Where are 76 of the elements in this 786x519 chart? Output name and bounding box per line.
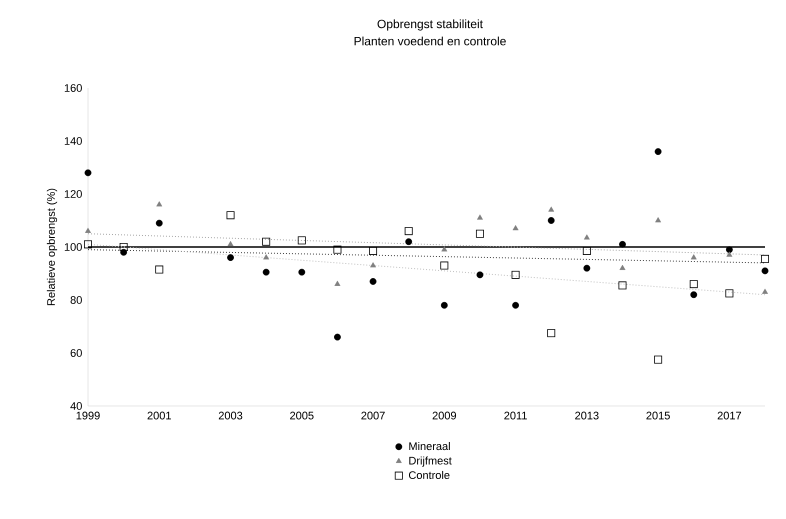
y-tick-label: 80 <box>70 296 82 304</box>
point <box>226 211 235 220</box>
point <box>583 264 590 272</box>
point <box>690 280 698 288</box>
point <box>548 206 554 212</box>
point <box>298 268 306 276</box>
point <box>120 243 128 251</box>
point <box>334 280 340 286</box>
point <box>654 148 662 155</box>
point <box>84 169 92 176</box>
chart-subtitle: Planten voedend en controle <box>354 36 506 46</box>
point <box>547 329 556 338</box>
point <box>655 217 662 222</box>
x-tick-label: 2007 <box>361 412 385 420</box>
point <box>620 264 626 270</box>
point <box>262 238 270 246</box>
point <box>584 234 590 240</box>
y-tick-label: 40 <box>70 402 82 410</box>
y-tick-label: 120 <box>64 190 82 198</box>
point <box>512 270 520 279</box>
chart-title: Opbrengst stabiliteit <box>378 19 483 31</box>
legend-label: Controle <box>408 470 450 480</box>
point <box>85 228 91 233</box>
y-tick-label: 60 <box>70 349 82 357</box>
point <box>369 246 378 255</box>
point <box>476 271 484 278</box>
point <box>228 240 234 246</box>
y-tick-label: 140 <box>64 137 82 145</box>
point <box>761 254 770 263</box>
point <box>548 217 555 224</box>
x-tick-label: 2015 <box>646 412 670 420</box>
point <box>476 214 483 220</box>
point <box>370 262 376 268</box>
point <box>512 225 519 230</box>
point <box>690 254 697 260</box>
point <box>762 267 768 274</box>
point <box>582 246 591 255</box>
point <box>155 266 164 274</box>
point <box>227 254 234 261</box>
x-tick-label: 2013 <box>575 412 599 420</box>
legend-label: Drijfmest <box>409 456 452 467</box>
point <box>404 227 413 236</box>
point <box>726 246 733 254</box>
point <box>476 230 484 238</box>
y-tick-label: 160 <box>64 84 82 92</box>
point <box>690 291 698 298</box>
point <box>512 302 519 309</box>
x-tick-label: 2017 <box>718 412 742 420</box>
point <box>762 288 768 294</box>
point <box>440 302 448 309</box>
point <box>440 262 448 270</box>
x-tick-label: 2011 <box>504 412 527 420</box>
point <box>263 254 270 260</box>
point <box>370 278 376 285</box>
x-tick-label: 1999 <box>76 412 100 420</box>
point <box>405 238 412 246</box>
point <box>654 356 662 364</box>
x-tick-label: 2003 <box>218 412 242 420</box>
point <box>333 246 342 254</box>
point <box>156 220 163 227</box>
point <box>725 289 734 298</box>
point <box>156 201 162 206</box>
point <box>334 334 341 340</box>
point <box>298 236 306 244</box>
y-tick-label: 100 <box>64 243 82 251</box>
legend-label: Mineraal <box>409 442 450 450</box>
point <box>726 252 732 257</box>
x-tick-label: 2005 <box>290 412 314 420</box>
point <box>619 240 626 248</box>
point <box>262 268 270 276</box>
x-tick-label: 2009 <box>432 412 456 420</box>
point <box>441 246 448 252</box>
point <box>618 281 626 290</box>
y-axis-title: Relatieve opbrengst (%) <box>46 188 58 306</box>
x-tick-label: 2001 <box>148 412 171 420</box>
point <box>84 240 92 248</box>
